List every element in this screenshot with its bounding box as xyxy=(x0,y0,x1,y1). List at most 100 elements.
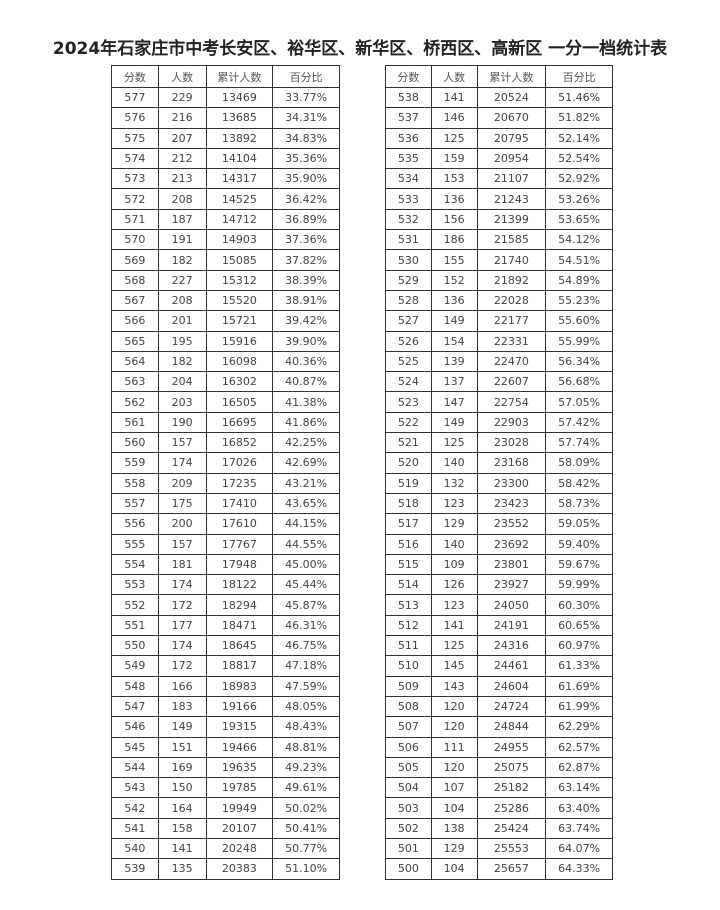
cell-percent: 42.69% xyxy=(272,452,340,474)
cell-score: 500 xyxy=(385,858,432,880)
cell-count: 125 xyxy=(430,127,478,149)
cell-percent: 50.77% xyxy=(272,837,340,860)
cell-percent: 46.75% xyxy=(272,635,340,657)
cell-score: 535 xyxy=(385,147,432,170)
cell-cumulative: 14903 xyxy=(205,229,274,251)
cell-percent: 47.18% xyxy=(272,655,340,677)
cell-score: 530 xyxy=(385,249,432,271)
table-row: 518 123 23423 58.73% xyxy=(385,492,613,515)
cell-cumulative: 23423 xyxy=(476,492,547,515)
cell-percent: 47.59% xyxy=(272,675,340,697)
cell-percent: 44.15% xyxy=(272,513,340,535)
cell-count: 151 xyxy=(157,736,207,758)
header-score: 分数 xyxy=(111,65,159,88)
cell-score: 577 xyxy=(111,86,159,109)
cell-cumulative: 23552 xyxy=(476,513,547,535)
table-row: 560 157 16852 42.25% xyxy=(111,432,340,454)
table-row: 535 159 20954 52.54% xyxy=(385,147,613,170)
cell-score: 523 xyxy=(385,391,432,413)
cell-score: 567 xyxy=(111,289,159,312)
table-row: 513 123 24050 60.30% xyxy=(385,594,613,616)
cell-cumulative: 22177 xyxy=(476,310,547,332)
cell-score: 574 xyxy=(111,147,159,170)
cell-cumulative: 17410 xyxy=(205,492,274,515)
cell-cumulative: 15312 xyxy=(205,269,274,291)
cell-score: 552 xyxy=(111,594,159,616)
cell-score: 506 xyxy=(385,736,432,758)
cell-cumulative: 15520 xyxy=(205,289,274,312)
cell-cumulative: 18817 xyxy=(205,655,274,677)
cell-cumulative: 19466 xyxy=(205,736,274,758)
table-row: 533 136 21243 53.26% xyxy=(385,188,613,210)
cell-cumulative: 22903 xyxy=(476,411,547,434)
cell-score: 527 xyxy=(385,310,432,332)
cell-percent: 42.25% xyxy=(272,432,340,454)
table-row: 563 204 16302 40.87% xyxy=(111,371,340,393)
cell-cumulative: 22028 xyxy=(476,289,547,312)
cell-cumulative: 16852 xyxy=(205,432,274,454)
cell-percent: 61.99% xyxy=(545,695,613,718)
cell-count: 147 xyxy=(430,391,478,413)
cell-cumulative: 14525 xyxy=(205,188,274,210)
table-row: 542 164 19949 50.02% xyxy=(111,797,340,819)
cell-score: 540 xyxy=(111,837,159,860)
cell-score: 551 xyxy=(111,614,159,637)
table-row: 514 126 23927 59.99% xyxy=(385,574,613,596)
table-row: 510 145 24461 61.33% xyxy=(385,655,613,677)
cell-score: 570 xyxy=(111,229,159,251)
cell-count: 125 xyxy=(430,635,478,657)
table-row: 520 140 23168 58.09% xyxy=(385,452,613,474)
cell-score: 531 xyxy=(385,229,432,251)
cell-cumulative: 14317 xyxy=(205,168,274,190)
header-percent: 百分比 xyxy=(545,65,613,88)
cell-score: 568 xyxy=(111,269,159,291)
cell-score: 543 xyxy=(111,777,159,799)
cell-cumulative: 20107 xyxy=(205,817,274,839)
cell-percent: 50.41% xyxy=(272,817,340,839)
cell-percent: 52.14% xyxy=(545,127,613,149)
cell-cumulative: 16695 xyxy=(205,411,274,434)
header-count: 人数 xyxy=(430,65,478,88)
cell-cumulative: 20248 xyxy=(205,837,274,860)
cell-score: 510 xyxy=(385,655,432,677)
cell-score: 518 xyxy=(385,492,432,515)
cell-score: 545 xyxy=(111,736,159,758)
cell-cumulative: 24604 xyxy=(476,675,547,697)
header-count: 人数 xyxy=(157,65,207,88)
cell-count: 164 xyxy=(157,797,207,819)
table-row: 504 107 25182 63.14% xyxy=(385,777,613,799)
cell-percent: 34.31% xyxy=(272,107,340,129)
cell-score: 521 xyxy=(385,432,432,454)
table-row: 524 137 22607 56.68% xyxy=(385,371,613,393)
table-row: 557 175 17410 43.65% xyxy=(111,492,340,515)
cell-score: 564 xyxy=(111,350,159,373)
cell-count: 149 xyxy=(430,411,478,434)
table-row: 506 111 24955 62.57% xyxy=(385,736,613,758)
cell-score: 503 xyxy=(385,797,432,819)
cell-score: 512 xyxy=(385,614,432,637)
table-row: 547 183 19166 48.05% xyxy=(111,695,340,718)
cell-count: 190 xyxy=(157,411,207,434)
cell-score: 546 xyxy=(111,716,159,738)
cell-score: 533 xyxy=(385,188,432,210)
cell-percent: 35.90% xyxy=(272,168,340,190)
cell-cumulative: 13892 xyxy=(205,127,274,149)
cell-count: 152 xyxy=(430,269,478,291)
cell-count: 136 xyxy=(430,289,478,312)
cell-score: 565 xyxy=(111,330,159,352)
table-row: 561 190 16695 41.86% xyxy=(111,411,340,434)
table-row: 528 136 22028 55.23% xyxy=(385,289,613,312)
cell-count: 126 xyxy=(430,574,478,596)
cell-percent: 53.65% xyxy=(545,208,613,231)
cell-cumulative: 21243 xyxy=(476,188,547,210)
cell-cumulative: 19166 xyxy=(205,695,274,718)
cell-count: 200 xyxy=(157,513,207,535)
cell-cumulative: 23927 xyxy=(476,574,547,596)
cell-percent: 53.26% xyxy=(545,188,613,210)
cell-count: 181 xyxy=(157,553,207,576)
cell-score: 569 xyxy=(111,249,159,271)
cell-cumulative: 19785 xyxy=(205,777,274,799)
cell-count: 135 xyxy=(157,858,207,880)
cell-percent: 36.89% xyxy=(272,208,340,231)
cell-percent: 38.91% xyxy=(272,289,340,312)
